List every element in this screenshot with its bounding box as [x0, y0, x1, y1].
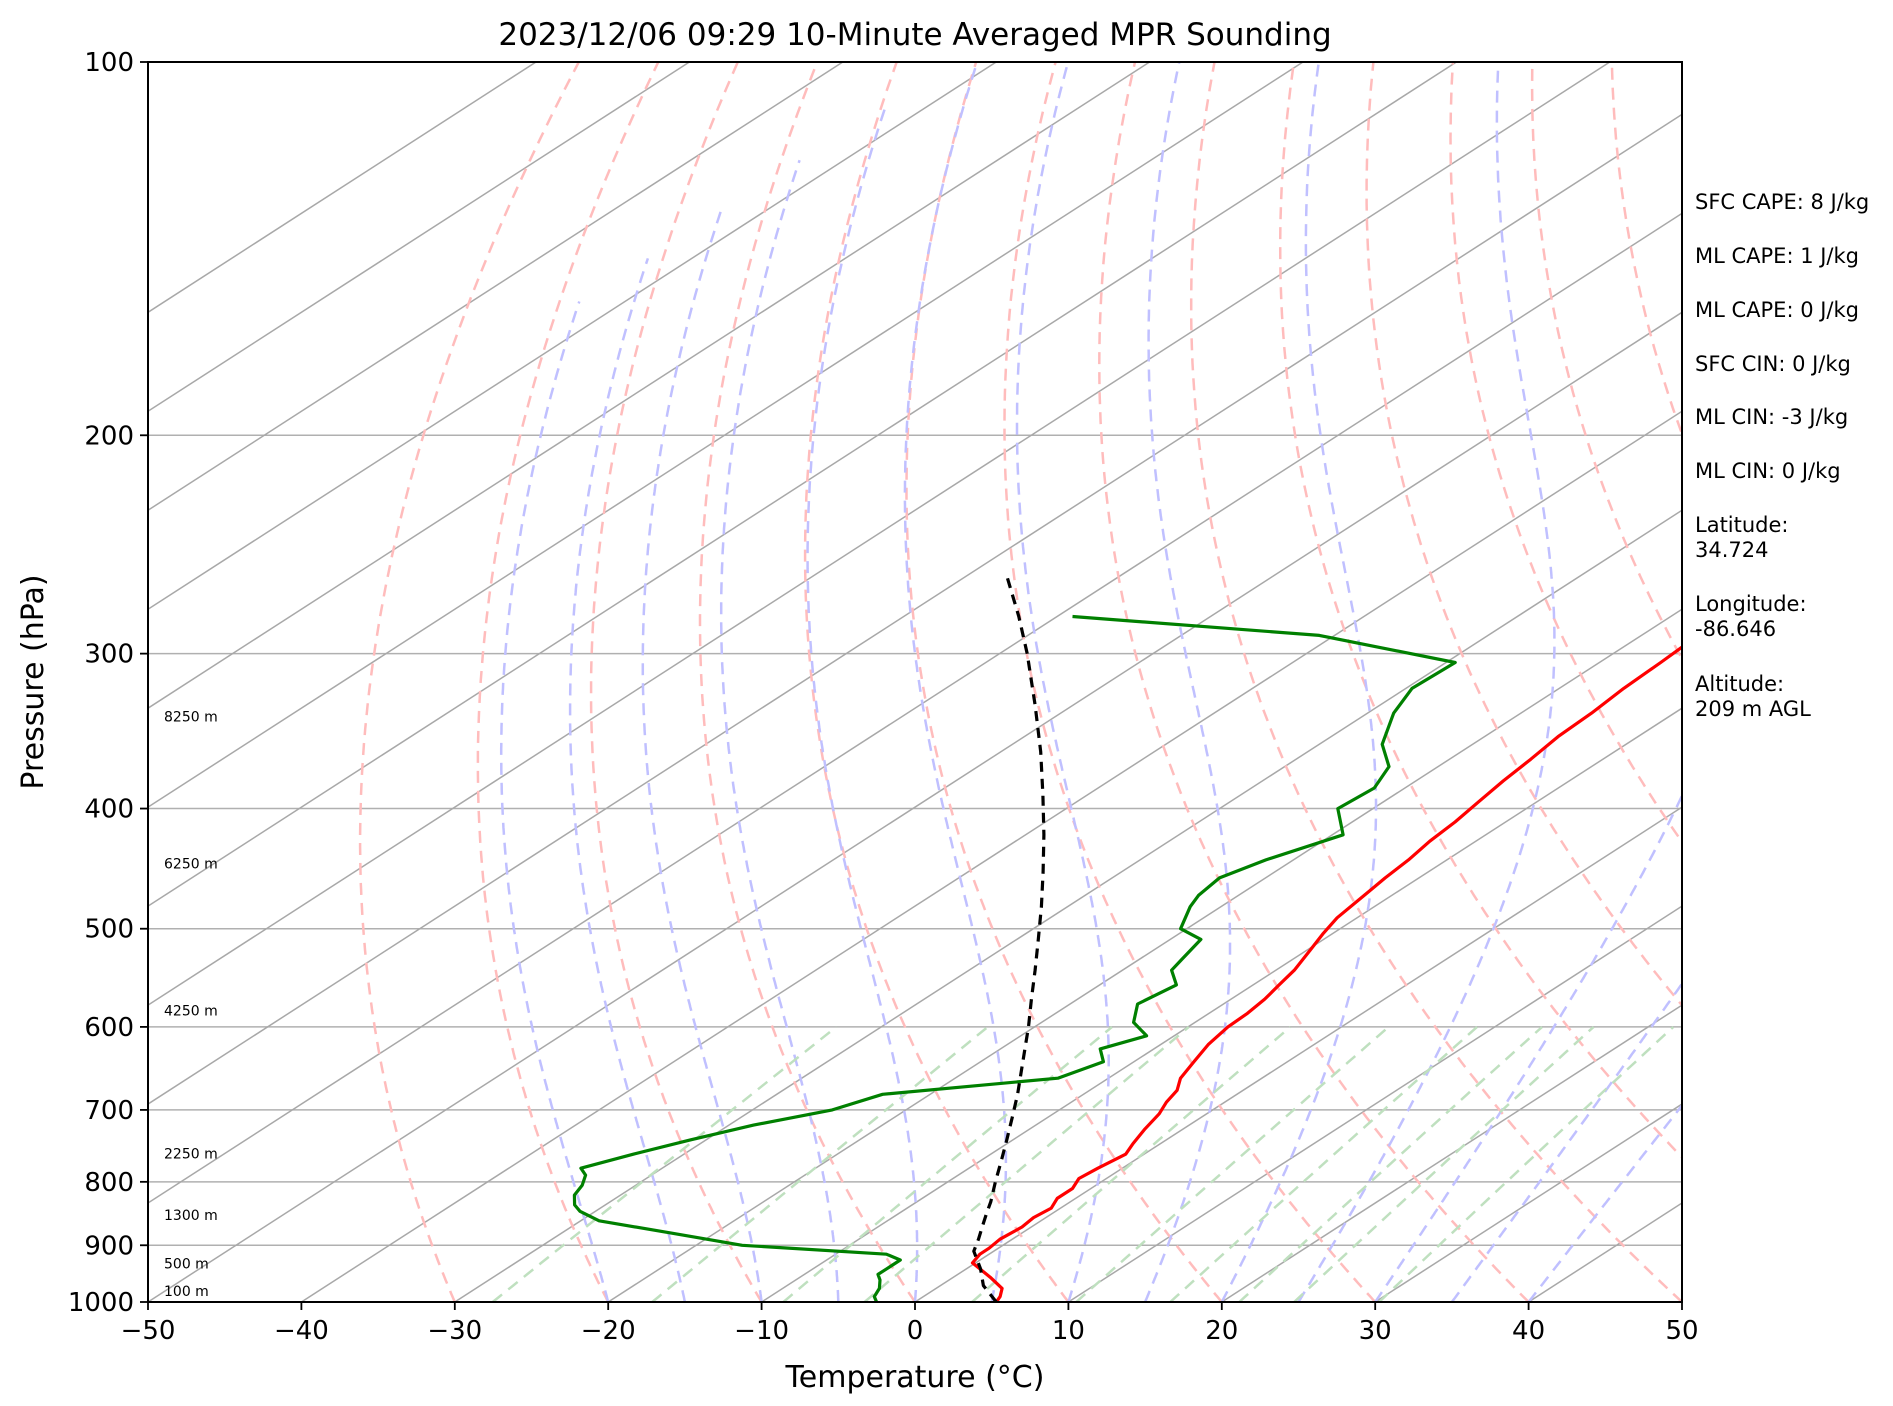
y-tick-label: 1000 — [68, 1288, 134, 1318]
x-tick-label: −20 — [581, 1316, 636, 1346]
isotherm-line — [1221, 1004, 1682, 1302]
isotherm-line — [454, 509, 1682, 1302]
stat-ml-cape: ML CAPE: 1 J/kg — [1695, 244, 1860, 268]
isotherm-line — [148, 62, 844, 512]
dry-adiabat-line — [476, 62, 660, 1302]
x-tick-label: 40 — [1512, 1316, 1545, 1346]
mixing-ratio-line — [782, 1025, 1113, 1302]
x-tick-label: 20 — [1205, 1316, 1238, 1346]
y-tick-label: 800 — [84, 1168, 134, 1198]
mixing-ratio-line — [971, 1025, 1292, 1302]
isotherm-line — [607, 608, 1682, 1302]
mixing-ratio-line — [651, 1025, 989, 1302]
moist-adiabat-line — [719, 159, 840, 1302]
height-label: 2250 m — [164, 1147, 218, 1163]
temperature-trace — [970, 645, 1682, 1302]
x-tick-label: 0 — [907, 1316, 924, 1346]
stat-ml-cin-2: ML CIN: 0 J/kg — [1695, 459, 1841, 483]
x-tick-label: −50 — [121, 1316, 176, 1346]
height-label: 4250 m — [164, 1003, 218, 1019]
isotherm-line — [914, 806, 1682, 1302]
isotherm-line — [148, 62, 1457, 908]
chart-title: 2023/12/06 09:29 10-Minute Averaged MPR … — [498, 17, 1331, 53]
mixing-ratio-line — [863, 1025, 1190, 1302]
stat-sfc-cin: SFC CIN: 0 J/kg — [1695, 352, 1851, 376]
mixing-ratio-line — [1169, 1025, 1478, 1302]
x-tick-label: 10 — [1052, 1316, 1085, 1346]
y-tick-label: 300 — [84, 640, 134, 670]
height-label: 6250 m — [164, 856, 218, 872]
dry-adiabat-line — [698, 62, 917, 1302]
height-label: 1300 m — [164, 1208, 218, 1224]
isotherm-line — [148, 62, 690, 413]
height-label: 100 m — [164, 1284, 209, 1300]
parcel-trace — [972, 576, 1046, 1302]
height-label: 500 m — [164, 1256, 209, 1272]
mixing-ratio-line — [1238, 1025, 1543, 1302]
stat-ml-cape-2: ML CAPE: 0 J/kg — [1695, 298, 1860, 322]
isotherm-line — [148, 62, 997, 611]
dry-adiabat-line — [1278, 62, 1682, 1159]
isotherm-line — [300, 410, 1682, 1302]
moist-adiabat-line — [499, 301, 610, 1302]
dry-adiabat-line — [1530, 62, 1682, 662]
mixing-ratio-line — [1293, 1025, 1595, 1302]
x-tick-label: −30 — [427, 1316, 482, 1346]
y-tick-label: 700 — [84, 1096, 134, 1126]
isotherm-line — [148, 62, 1611, 1006]
y-tick-label: 900 — [84, 1231, 134, 1261]
moist-adiabat-line — [1297, 62, 1556, 1302]
height-label: 8250 m — [164, 709, 218, 725]
isotherm-line — [148, 62, 1151, 710]
dry-adiabat-line — [358, 62, 580, 1302]
dry-adiabat-line — [589, 62, 763, 1302]
dry-adiabat-line — [1189, 62, 1682, 1302]
isotherm-line — [148, 62, 537, 314]
y-tick-label: 400 — [84, 795, 134, 825]
x-tick-label: 50 — [1665, 1316, 1698, 1346]
y-tick-label: 500 — [84, 915, 134, 945]
mixing-ratio-line — [491, 1025, 838, 1302]
plot-background — [148, 62, 1682, 1302]
dry-adiabat-line — [803, 62, 1070, 1302]
moist-adiabat-line — [903, 62, 1008, 1302]
moist-adiabat-line — [1220, 62, 1378, 1302]
y-axis-label: Pressure (hPa) — [16, 574, 51, 789]
stat-altitude: Altitude: 209 m AGL — [1695, 672, 1811, 721]
moist-adiabat-line — [1527, 1103, 1682, 1302]
stat-latitude: Latitude: 34.724 — [1695, 513, 1789, 562]
dewpoint-trace — [572, 614, 1457, 1302]
isotherm-line — [761, 707, 1682, 1302]
y-tick-label: 100 — [84, 48, 134, 78]
moist-adiabat-line — [806, 103, 919, 1302]
isotherm-line — [148, 113, 1682, 1105]
y-tick-label: 200 — [84, 421, 134, 451]
x-tick-label: 30 — [1359, 1316, 1392, 1346]
isotherm-line — [148, 62, 1304, 809]
mixing-ratio-line — [1075, 1025, 1390, 1302]
dry-adiabat-line — [1003, 62, 1377, 1302]
x-tick-label: −40 — [274, 1316, 329, 1346]
stat-sfc-cape: SFC CAPE: 8 J/kg — [1695, 190, 1870, 214]
isotherm-line — [1067, 905, 1682, 1302]
isotherm-line — [148, 212, 1682, 1204]
y-tick-label: 600 — [84, 1013, 134, 1043]
moist-adiabat-line — [568, 257, 687, 1302]
stat-longitude: Longitude: -86.646 — [1695, 592, 1807, 641]
x-tick-label: −10 — [734, 1316, 789, 1346]
dry-adiabat-line — [905, 62, 1223, 1302]
stat-ml-cin: ML CIN: -3 J/kg — [1695, 405, 1849, 429]
moist-adiabat-line — [1015, 62, 1110, 1302]
isotherm-line — [148, 311, 1682, 1302]
moist-adiabat-line — [641, 211, 763, 1302]
x-axis-label: Temperature (°C) — [785, 1360, 1045, 1395]
moist-adiabat-line — [1450, 981, 1682, 1302]
dry-adiabat-line — [1365, 62, 1682, 1008]
dry-adiabat-line — [1098, 62, 1530, 1302]
moist-adiabat-line — [1143, 62, 1232, 1302]
moist-adiabat-line — [1374, 792, 1682, 1302]
